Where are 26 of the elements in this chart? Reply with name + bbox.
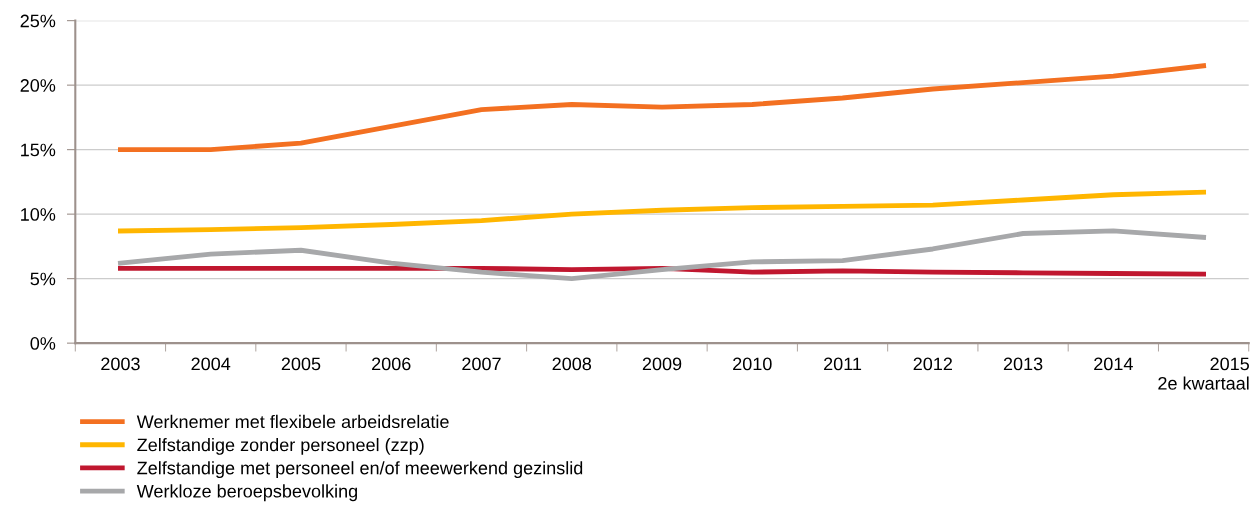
x-tick-label: 2009 — [642, 357, 682, 371]
y-tick-label: 15% — [21, 143, 56, 157]
x-tick-label: 2014 — [1094, 357, 1133, 371]
legend-label: Zelfstandige zonder personeel (zzp) — [137, 438, 424, 455]
y-tick-label: 20% — [20, 79, 56, 92]
x-tick-label: 2012 — [913, 357, 952, 371]
x-tick-label: 2010 — [733, 357, 772, 371]
x-tick-label: 2004 — [191, 357, 231, 371]
legend-label: Werkloze beroepsbevolking — [136, 484, 358, 502]
y-tick-label: 5% — [30, 272, 56, 286]
line-series — [118, 189, 1207, 234]
y-tick-label: 0% — [30, 337, 56, 350]
x-tick-label: 2006 — [372, 357, 411, 371]
legend-label: Zelfstandige met personeel en/of meewerkend gezinslid — [137, 461, 583, 478]
line-series — [118, 228, 1207, 282]
x-tick-label: 2015 2e kwartaal — [1158, 357, 1249, 390]
x-tick-label: 2011 — [824, 357, 862, 371]
x-tick-label: 2013 — [1003, 357, 1043, 371]
x-tick-label: 2003 — [101, 357, 140, 371]
legend-label: Werknemer met flexibele arbeidsrelatie — [136, 414, 449, 429]
y-tick-label: 10% — [21, 208, 56, 221]
x-tick-label: 2007 — [462, 357, 501, 371]
y-tick-label: 25% — [20, 14, 56, 28]
line-series — [118, 63, 1207, 153]
x-tick-label: 2005 — [281, 357, 321, 371]
x-tick-label: 2008 — [552, 357, 592, 371]
